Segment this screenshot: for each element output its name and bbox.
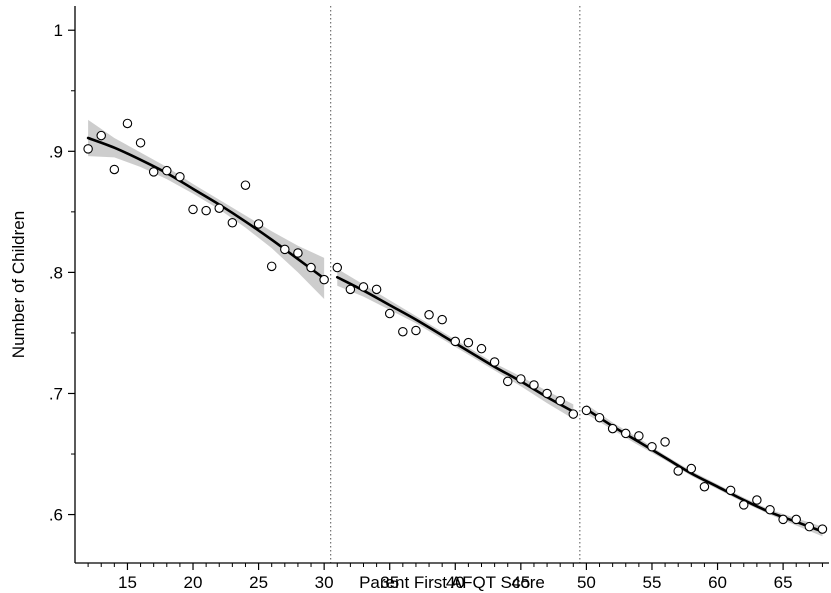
data-point: [240, 180, 251, 190]
data-point: [529, 380, 539, 390]
y-tick-label: .8: [49, 263, 63, 282]
data-point: [384, 308, 395, 319]
data-point: [463, 337, 474, 348]
y-axis-label: Number of Children: [9, 211, 28, 358]
data-point: [293, 248, 303, 258]
x-tick-label: 30: [315, 573, 334, 592]
data-point: [686, 463, 697, 474]
y-tick-label: .9: [49, 142, 63, 161]
data-point: [673, 466, 683, 476]
x-axis-ticks: 15 20 25 30 35 40 45 50 55 60 65: [87, 563, 823, 592]
x-axis-label: Parent First AFQT Score: [359, 573, 545, 592]
y-tick-label: .6: [49, 506, 63, 525]
data-point: [201, 205, 211, 216]
data-point: [725, 485, 736, 496]
y-tick-label: 1: [54, 21, 63, 40]
data-point: [555, 395, 565, 406]
data-point: [476, 343, 487, 354]
data-point: [332, 262, 343, 273]
fitted-curves: [86, 136, 824, 533]
x-tick-label: 55: [643, 573, 662, 592]
data-point: [817, 524, 828, 534]
data-point: [516, 374, 526, 384]
data-point: [371, 284, 382, 295]
data-point: [752, 495, 762, 505]
data-point: [791, 514, 801, 525]
data-point: [699, 481, 710, 492]
fit-line: [585, 407, 824, 533]
axes: 15 20 25 30 35 40 45 50 55 60 65 .6 .7 .8 .9 1 Parent …: [9, 6, 829, 592]
data-point: [739, 500, 749, 510]
data-point: [489, 357, 500, 367]
data-point: [647, 442, 657, 452]
data-point: [778, 514, 788, 525]
x-tick-label: 65: [774, 573, 793, 592]
data-point: [148, 167, 159, 177]
x-tick-label: 15: [118, 573, 137, 592]
data-point: [96, 130, 106, 141]
data-point: [568, 409, 579, 419]
data-point: [411, 325, 421, 336]
data-point: [175, 171, 185, 182]
data-point: [319, 274, 329, 285]
x-tick-label: 40: [446, 573, 465, 592]
x-tick-label: 20: [184, 573, 203, 592]
y-axis-ticks: .6 .7 .8 .9 1: [49, 21, 75, 525]
data-point: [188, 204, 198, 215]
data-point: [502, 376, 513, 387]
x-tick-label: 60: [708, 573, 727, 592]
data-point: [358, 282, 369, 292]
data-point: [437, 314, 447, 325]
data-point: [581, 405, 592, 416]
x-tick-label: 50: [577, 573, 596, 592]
x-tick-label: 25: [249, 573, 268, 592]
data-point: [345, 284, 356, 295]
data-point: [594, 412, 605, 423]
data-point: [804, 521, 815, 532]
data-points: [83, 118, 828, 534]
confidence-band: [88, 119, 325, 300]
data-point: [620, 428, 631, 439]
x-tick-label: 35: [380, 573, 399, 592]
y-tick-label: .7: [49, 384, 63, 403]
data-point: [214, 203, 224, 213]
data-point: [450, 336, 461, 347]
data-point: [398, 326, 408, 337]
data-point: [253, 219, 264, 229]
data-point: [424, 310, 434, 320]
cutoff-lines: [330, 6, 581, 563]
confidence-band: [586, 404, 823, 537]
data-point: [280, 244, 290, 255]
data-point: [109, 164, 120, 175]
data-point: [660, 437, 670, 447]
data-point: [765, 504, 775, 515]
data-point: [122, 118, 133, 129]
confidence-bands: [88, 119, 823, 537]
data-point: [306, 262, 316, 273]
data-point: [162, 165, 172, 176]
data-point: [83, 144, 93, 154]
x-tick-label: 45: [511, 573, 530, 592]
data-point: [542, 388, 552, 399]
data-point: [266, 261, 277, 272]
data-point: [135, 138, 146, 148]
data-point: [634, 431, 644, 441]
data-point: [227, 217, 238, 228]
data-point: [607, 423, 618, 434]
